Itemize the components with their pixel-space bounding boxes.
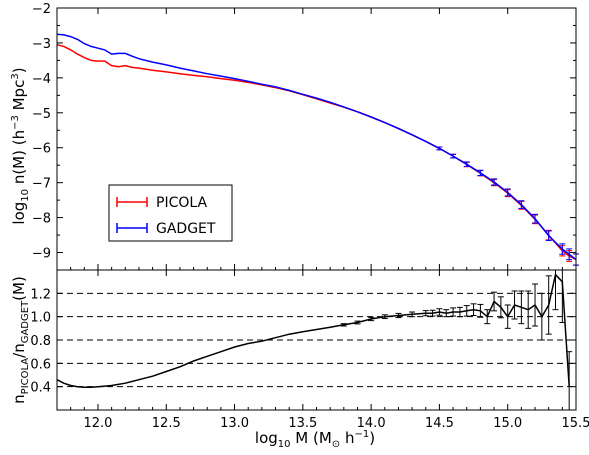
top-ytick-label: −5 xyxy=(32,107,51,122)
top-ytick-label: −8 xyxy=(32,212,51,227)
xtick-label: 15.0 xyxy=(493,416,522,431)
bottom-ytick-label: 0.6 xyxy=(30,357,51,372)
xtick-label: 12.0 xyxy=(83,416,112,431)
bottom-ytick-label: 1.0 xyxy=(30,311,51,326)
top-ylabel: log10 n(M) (h−3 Mpc3) xyxy=(10,67,31,224)
xtick-label: 14.5 xyxy=(425,416,454,431)
ratio-line xyxy=(57,275,569,388)
bottom-ytick-label: 1.2 xyxy=(30,287,51,302)
xtick-label: 12.5 xyxy=(152,416,181,431)
top-ytick-label: −4 xyxy=(32,72,51,87)
bottom-panel: 0.40.60.81.01.212.0 12.5 13.0 13.5 14.0 14.5 1… xyxy=(30,270,589,431)
xtick-label: 13.0 xyxy=(220,416,249,431)
xlabel: log10 M (M⊙ h−1) xyxy=(255,429,375,450)
top-ytick-label: −9 xyxy=(32,247,51,262)
legend: PICOLA GADGET xyxy=(109,185,232,241)
legend-label-picola: PICOLA xyxy=(156,195,207,211)
top-ytick-label: −7 xyxy=(32,177,51,192)
bottom-ytick-label: 0.4 xyxy=(30,381,51,396)
top-ytick-label: −2 xyxy=(32,2,51,17)
bottom-ytick-label: 0.8 xyxy=(30,334,51,349)
bottom-ylabel: nPICOLA/nGADGET(M) xyxy=(10,276,31,404)
top-ytick-label: −6 xyxy=(32,142,51,157)
legend-label-gadget: GADGET xyxy=(156,221,216,237)
xtick-label: 15.5 xyxy=(562,416,589,431)
top-ytick-label: −3 xyxy=(32,37,51,52)
